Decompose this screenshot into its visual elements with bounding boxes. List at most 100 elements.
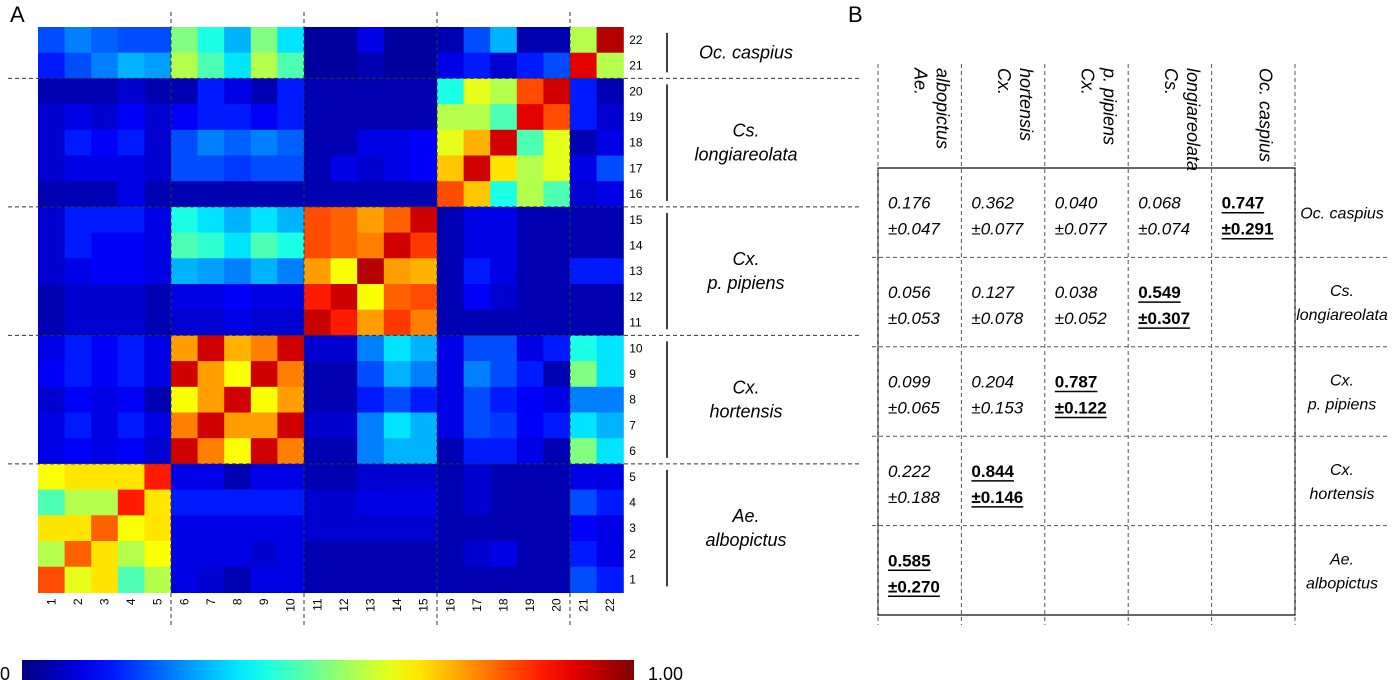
heatmap-cell xyxy=(250,284,278,311)
heatmap-cell xyxy=(543,155,571,182)
heatmap-cell xyxy=(516,284,544,311)
heatmap-cell xyxy=(596,181,624,208)
heatmap-cell xyxy=(463,258,491,285)
heatmap-cell xyxy=(304,386,332,414)
group-label: Cx. xyxy=(733,378,760,398)
heatmap-cell xyxy=(570,284,598,311)
heatmap-cell xyxy=(38,335,66,362)
table-border xyxy=(877,167,1296,616)
heatmap-cell xyxy=(224,566,252,593)
heatmap-cell xyxy=(463,27,491,54)
heatmap-cell xyxy=(144,515,172,542)
panel-a-label: A xyxy=(10,2,25,27)
row-tick-label: 8 xyxy=(629,393,636,407)
heatmap-cell xyxy=(144,284,172,311)
heatmap-cell xyxy=(250,309,278,336)
row-label: Cx. xyxy=(1330,373,1354,390)
heatmap-cell xyxy=(516,541,544,568)
column-header: longiareolata xyxy=(1183,68,1203,171)
heatmap-cell xyxy=(463,463,491,491)
column-tick-label: 11 xyxy=(310,598,324,611)
heatmap-cell xyxy=(543,489,571,516)
cell-sd: ±0.077 xyxy=(971,220,1023,239)
heatmap-cell xyxy=(596,258,624,285)
heatmap-cell xyxy=(38,155,66,182)
heatmap-cell xyxy=(197,489,225,516)
heatmap-cell xyxy=(330,78,358,105)
heatmap-cell xyxy=(197,104,225,131)
heatmap-cell xyxy=(250,541,278,568)
heatmap-cell xyxy=(304,78,332,105)
heatmap-cell xyxy=(596,438,624,465)
heatmap-cell xyxy=(250,335,278,362)
heatmap-cell xyxy=(410,361,438,388)
heatmap-cell xyxy=(64,463,92,491)
column-header: Cx. xyxy=(1078,68,1098,95)
heatmap-cell xyxy=(596,78,624,105)
heatmap-cell xyxy=(277,386,305,414)
heatmap-cell xyxy=(570,566,598,593)
heatmap-cell xyxy=(383,463,411,491)
heatmap-cell xyxy=(383,566,411,593)
heatmap-cell xyxy=(91,258,119,285)
heatmap-cell xyxy=(91,412,119,439)
heatmap-cell xyxy=(383,206,411,234)
heatmap-cell xyxy=(463,232,491,259)
heatmap-cell xyxy=(357,335,385,362)
heatmap-cell xyxy=(171,52,199,79)
heatmap-cell xyxy=(250,566,278,593)
heatmap-cell xyxy=(330,27,358,54)
heatmap-cell xyxy=(277,284,305,311)
heatmap-cell xyxy=(357,52,385,79)
cell-mean: 0.099 xyxy=(888,373,931,392)
heatmap-cell xyxy=(437,104,465,131)
heatmap-cell xyxy=(357,155,385,182)
heatmap-cell xyxy=(304,155,332,182)
heatmap-cell xyxy=(596,515,624,542)
heatmap-cell xyxy=(117,438,145,465)
heatmap-cell xyxy=(516,232,544,259)
heatmap-cell xyxy=(437,438,465,465)
cell-sd: ±0.188 xyxy=(888,488,940,507)
heatmap-cell xyxy=(64,541,92,568)
heatmap-cell xyxy=(91,104,119,131)
heatmap-cell xyxy=(250,129,278,157)
heatmap-cell xyxy=(410,206,438,234)
row-tick-label: 21 xyxy=(629,59,643,73)
heatmap-cell xyxy=(304,284,332,311)
heatmap-cell xyxy=(250,412,278,439)
heatmap-cell xyxy=(596,52,624,79)
heatmap-cell xyxy=(250,104,278,131)
heatmap-cell xyxy=(304,52,332,79)
heatmap-cell xyxy=(330,104,358,131)
heatmap-cell xyxy=(277,155,305,182)
group-label: Oc. caspius xyxy=(699,43,793,63)
heatmap-cell xyxy=(197,258,225,285)
cell-mean: 0.844 xyxy=(971,462,1014,481)
row-label: longiareolata xyxy=(1296,307,1388,324)
heatmap-cell xyxy=(383,361,411,388)
heatmap-cell xyxy=(224,541,252,568)
heatmap-cell xyxy=(304,232,332,259)
heatmap-cell xyxy=(570,541,598,568)
heatmap-cell xyxy=(596,155,624,182)
heatmap-cell xyxy=(516,438,544,465)
heatmap-cell xyxy=(437,78,465,105)
heatmap-cell xyxy=(543,258,571,285)
heatmap-cell xyxy=(117,566,145,593)
heatmap-cell xyxy=(330,258,358,285)
cell-mean: 0.362 xyxy=(971,194,1014,213)
row-tick-label: 20 xyxy=(629,84,643,98)
heatmap-cell xyxy=(543,438,571,465)
heatmap-cell xyxy=(277,541,305,568)
column-tick-label: 9 xyxy=(257,598,271,605)
heatmap-cell xyxy=(197,566,225,593)
heatmap-cell xyxy=(144,155,172,182)
row-tick-label: 2 xyxy=(629,547,636,561)
row-tick-label: 17 xyxy=(629,161,643,175)
heatmap-cell xyxy=(437,284,465,311)
heatmap-cell xyxy=(570,309,598,336)
heatmap-cell xyxy=(330,438,358,465)
cell-mean: 0.222 xyxy=(888,462,931,481)
heatmap-cell xyxy=(171,335,199,362)
